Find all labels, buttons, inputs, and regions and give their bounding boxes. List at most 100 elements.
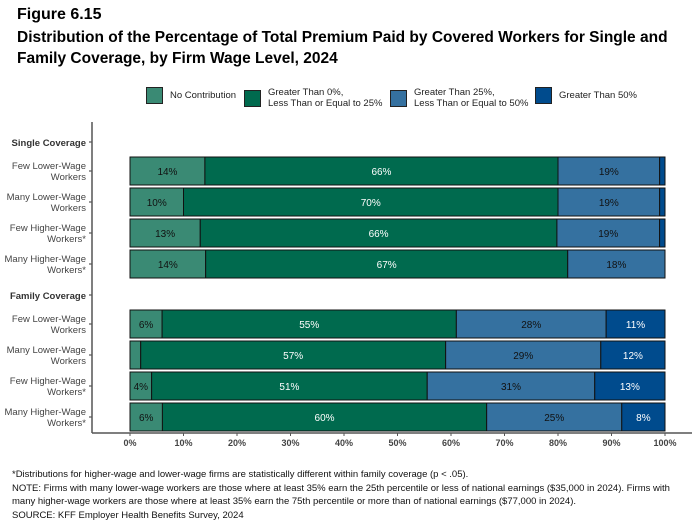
data-label: 18%	[606, 260, 626, 271]
row-label: Workers	[51, 356, 86, 367]
data-label: 19%	[598, 229, 618, 240]
legend-label: Less Than or Equal to 50%	[414, 98, 529, 109]
x-tick-label: 10%	[174, 438, 192, 448]
x-tick-label: 20%	[228, 438, 246, 448]
legend-swatch	[535, 87, 552, 104]
data-label: 14%	[157, 167, 177, 178]
legend-item-0-25: Greater Than 0%, Less Than or Equal to 25…	[244, 87, 382, 109]
bar-segment	[205, 249, 569, 279]
data-label: 25%	[544, 413, 564, 424]
row-label: Workers*	[47, 418, 86, 429]
legend-swatch	[146, 87, 163, 104]
bar-segment	[199, 218, 558, 248]
data-label: 31%	[501, 382, 521, 393]
footnote-source: SOURCE: KFF Employer Health Benefits Sur…	[12, 509, 244, 521]
data-label: 6%	[139, 320, 154, 331]
data-label: 14%	[158, 260, 178, 271]
row-label: Workers	[51, 172, 86, 183]
data-label: 70%	[361, 198, 381, 209]
data-label: 4%	[134, 382, 149, 393]
x-tick-label: 70%	[495, 438, 513, 448]
bar-segment	[129, 187, 184, 217]
figure-label: Figure 6.15	[17, 6, 102, 23]
legend-item-over-50: Greater Than 50%	[535, 87, 637, 104]
bar-segment	[445, 340, 602, 370]
bar-segment	[659, 187, 666, 217]
bar-segment	[455, 309, 607, 339]
bar-segment	[129, 309, 163, 339]
row-label: Few Lower-Wage	[12, 161, 86, 172]
bar-segment	[594, 371, 666, 401]
data-label: 51%	[279, 382, 299, 393]
row-label: Few Lower-Wage	[12, 314, 86, 325]
x-tick-label: 90%	[602, 438, 620, 448]
row-label: Workers	[51, 203, 86, 214]
bar-segment	[605, 309, 666, 339]
legend-item-no-contribution: No Contribution	[146, 87, 236, 104]
bar-segment	[659, 156, 666, 186]
x-tick-label: 60%	[442, 438, 460, 448]
bar-segment	[567, 249, 666, 279]
data-label: 29%	[513, 351, 533, 362]
bar-segment	[600, 340, 666, 370]
bar-segment	[659, 218, 666, 248]
bar-segment	[129, 249, 207, 279]
x-tick-label: 0%	[123, 438, 136, 448]
row-label: Few Higher-Wage	[10, 376, 86, 387]
bar-segment	[556, 218, 661, 248]
group-label: Single Coverage	[12, 138, 86, 149]
legend-label: Greater Than 25%,	[414, 87, 495, 98]
bar-segment	[161, 309, 457, 339]
bar-segment	[129, 340, 142, 370]
footnotes: *Distributions for higher-wage and lower…	[12, 468, 692, 522]
bar-segment	[621, 402, 666, 432]
x-tick-label: 80%	[549, 438, 567, 448]
legend-label: Greater Than 0%,	[268, 87, 344, 98]
chart-title: Distribution of the Percentage of Total …	[17, 29, 668, 67]
data-label: 19%	[599, 198, 619, 209]
data-label: 13%	[620, 382, 640, 393]
x-tick-label: 50%	[388, 438, 406, 448]
bar-segment	[129, 218, 201, 248]
x-tick-label: 100%	[653, 438, 676, 448]
bar-segment	[183, 187, 559, 217]
data-label: 66%	[369, 229, 389, 240]
row-label: Many Lower-Wage	[7, 345, 86, 356]
data-label: 6%	[139, 413, 154, 424]
data-label: 12%	[623, 351, 643, 362]
data-label: 11%	[626, 320, 645, 331]
data-label: 28%	[521, 320, 541, 331]
data-label: 10%	[147, 198, 167, 209]
data-label: 66%	[371, 167, 391, 178]
data-label: 13%	[155, 229, 175, 240]
data-label: 19%	[599, 167, 619, 178]
legend-swatch	[244, 89, 261, 107]
bar-segment	[557, 187, 661, 217]
row-label: Many Higher-Wage	[5, 254, 86, 265]
legend-label: No Contribution	[170, 90, 237, 101]
legend-label: Greater Than 50%	[559, 90, 637, 101]
bar-segment	[426, 371, 596, 401]
footnote-significance: *Distributions for higher-wage and lower…	[12, 469, 469, 480]
group-label: Family Coverage	[10, 291, 86, 302]
x-tick-label: 40%	[335, 438, 353, 448]
data-label: 8%	[636, 413, 651, 424]
data-label: 57%	[283, 351, 303, 362]
bar-segment	[161, 402, 488, 432]
row-label: Few Higher-Wage	[10, 223, 86, 234]
bar-segment	[129, 402, 163, 432]
legend-label: Less Than or Equal to 25%	[268, 98, 383, 109]
footnote-note: NOTE: Firms with many lower-wage workers…	[12, 482, 670, 508]
row-label: Many Lower-Wage	[7, 192, 86, 203]
x-tick-label: 30%	[281, 438, 299, 448]
data-label: 60%	[315, 413, 335, 424]
bar-segment	[151, 371, 428, 401]
row-label: Many Higher-Wage	[5, 407, 86, 418]
bar-segment	[557, 156, 661, 186]
bar-segment	[140, 340, 447, 370]
row-label: Workers*	[47, 265, 86, 276]
legend-item-25-50: Greater Than 25%, Less Than or Equal to 5…	[390, 87, 528, 109]
data-label: 67%	[377, 260, 397, 271]
